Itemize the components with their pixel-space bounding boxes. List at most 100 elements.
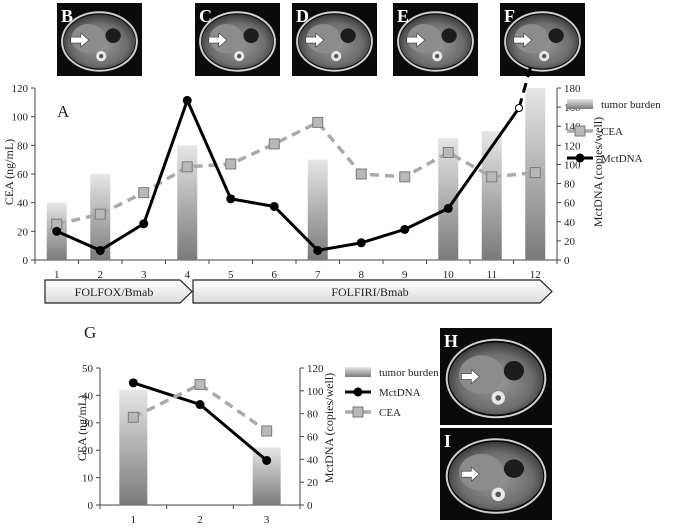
ct-bowel-gas [243, 28, 259, 43]
chart-g-ctdna-series [128, 378, 272, 465]
ct-skin-outline [61, 11, 138, 72]
legend-item: CEA [567, 125, 623, 138]
ctdna-point [313, 245, 323, 255]
chart-a-ctdna-series [52, 61, 534, 255]
ct-image-e: E [393, 3, 478, 76]
cea-point [355, 168, 367, 180]
x-tick-label: 1 [54, 269, 60, 281]
arrow-icon [461, 368, 480, 385]
arrow-icon [70, 32, 90, 48]
ct-skin-outline [445, 438, 547, 514]
panel-letter-g: G [84, 323, 96, 342]
tumor-burden-bar [177, 145, 198, 260]
arrow-icon [513, 32, 533, 48]
chart-a-y-axis-label: CEA (ng/mL) [2, 139, 16, 205]
ct-spinal-canal [99, 53, 104, 59]
x-tick-label: 8 [359, 269, 365, 281]
legend-marker-ctdna [353, 387, 363, 397]
x-tick-label: 3 [264, 514, 270, 526]
ctdna-line [132, 381, 268, 462]
legend-label: tumor burden [601, 99, 661, 111]
ctdna-point [139, 219, 149, 229]
y-tick-label: 40 [17, 198, 29, 210]
x-tick-label: 2 [98, 269, 104, 281]
arrow-icon [406, 32, 426, 48]
chart-g-y2-axis-label: MctDNA (copies/well) [322, 373, 336, 483]
arrow-icon [461, 466, 480, 482]
x-tick-label: 2 [197, 514, 203, 526]
ct-image-letter: C [199, 6, 212, 26]
y-tick-label: 50 [82, 363, 94, 375]
y-tick-label: 20 [82, 445, 94, 457]
y2-tick-label: 60 [564, 198, 576, 210]
ct-image-c: C [195, 3, 280, 76]
legend-marker-cea [352, 406, 364, 418]
y-tick-label: 120 [12, 83, 29, 95]
y2-tick-label: 120 [564, 140, 581, 152]
ctdna-point [128, 378, 138, 388]
y2-tick-label: 100 [307, 386, 324, 398]
y-tick-label: 60 [17, 169, 29, 181]
y-tick-label: 30 [82, 418, 94, 430]
legend-item: MctDNA [567, 153, 643, 165]
y2-tick-label: 40 [307, 454, 319, 466]
x-tick-label: 6 [272, 269, 278, 281]
y2-tick-label: 180 [564, 83, 581, 95]
ctdna-point [262, 455, 272, 465]
legend-label: CEA [379, 407, 401, 419]
legend-swatch-bar [567, 99, 593, 109]
ct-bowel-gas [105, 28, 121, 43]
cea-point [268, 138, 280, 150]
x-tick-label: 5 [228, 269, 234, 281]
ct-bowel-gas [503, 459, 524, 478]
ct-image-letter: I [444, 431, 451, 451]
tumor-burden-bar [119, 389, 148, 505]
cea-point [127, 411, 139, 423]
y-tick-label: 0 [88, 500, 94, 512]
ct-liver [306, 23, 341, 54]
y-tick-label: 20 [17, 226, 29, 238]
ctdna-break-marker [515, 104, 523, 112]
y-tick-label: 0 [23, 255, 29, 267]
x-tick-label: 7 [315, 269, 321, 281]
cea-point [181, 161, 193, 173]
treatment-label-folfox: FOLFOX/Bmab [75, 285, 154, 299]
ct-image-i: I [440, 428, 552, 520]
ct-spinal-canal [334, 53, 339, 59]
cea-point [312, 116, 324, 128]
ct-liver [209, 23, 244, 54]
x-tick-label: 9 [402, 269, 408, 281]
ct-liver [71, 23, 106, 54]
legend-label: MctDNA [379, 387, 421, 399]
legend-marker-cea [574, 125, 586, 137]
ct-liver [459, 453, 504, 491]
ct-image-d: D [292, 3, 377, 76]
chart-g-legend: tumor burden MctDNA CEA [345, 367, 439, 419]
treatment-label-folfiri: FOLFIRI/Bmab [331, 285, 408, 299]
ct-spinal-canal [542, 53, 547, 59]
y2-tick-label: 60 [307, 432, 319, 444]
legend-marker-ctdna [575, 153, 585, 163]
ct-skin-outline [504, 11, 581, 72]
cea-line [132, 382, 268, 433]
ctdna-point [95, 245, 105, 255]
y2-tick-label: 80 [307, 409, 319, 421]
chart-g-y-axis-label: CEA (ng/mL) [75, 395, 89, 461]
ctdna-point [182, 95, 192, 105]
ctdna-line [56, 96, 449, 253]
treatment-arrow-folfiri: FOLFIRI/Bmab [192, 279, 553, 304]
ct-skin-outline [445, 338, 547, 419]
ct-bowel-gas [340, 28, 356, 43]
legend-label: tumor burden [379, 367, 439, 379]
chart-a-axes [34, 88, 558, 261]
treatment-arrow-folfox: FOLFOX/Bmab [44, 279, 193, 304]
y-tick-label: 40 [82, 390, 94, 402]
ct-image-f: F [500, 3, 585, 76]
arrow-icon [208, 32, 228, 48]
ct-skin-outline [397, 11, 474, 72]
ct-bowel-gas [548, 28, 564, 43]
x-tick-label: 1 [131, 514, 137, 526]
ctdna-point [400, 224, 410, 234]
legend-label: MctDNA [601, 153, 643, 165]
